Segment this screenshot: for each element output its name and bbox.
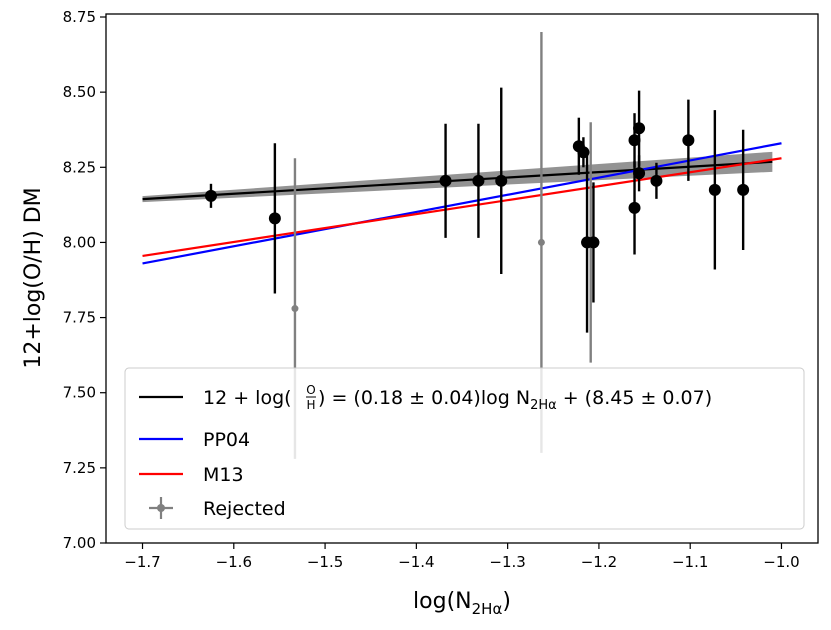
x-tick-label: −1.1 — [672, 553, 708, 571]
y-ticks-layer: 7.00 7.25 7.50 7.75 8.00 8.25 8.50 8.75 — [63, 8, 106, 552]
y-tick-label: 7.75 — [63, 309, 96, 327]
legend-fit-suffix: + (8.45 ± 0.07) — [557, 387, 712, 409]
x-axis-label-end: ) — [502, 589, 511, 614]
legend-rejected-label: Rejected — [203, 498, 286, 520]
data-point — [633, 167, 646, 180]
pp04-line — [142, 142, 782, 265]
data-point — [204, 189, 217, 202]
axes-frame — [105, 13, 819, 544]
legend-fit-sub: 2Hα — [530, 398, 557, 413]
y-tick-label: 8.25 — [63, 158, 96, 176]
x-axis-label-sub: 2Hα — [472, 600, 503, 618]
data-point — [633, 122, 646, 135]
data-point — [439, 174, 452, 187]
x-tick-label: −1.6 — [216, 553, 252, 571]
legend-fit-mid: ) = (0.18 ± 0.04)log N — [318, 387, 530, 409]
rejected-point — [537, 238, 545, 246]
data-point — [682, 134, 695, 147]
y-tick-label: 7.25 — [63, 459, 96, 477]
data-point — [650, 174, 663, 187]
x-axis-label-main: log(N — [413, 589, 472, 614]
y-tick-label: 7.00 — [63, 534, 96, 552]
y-tick-label: 8.75 — [63, 8, 96, 26]
y-tick-label: 7.50 — [63, 384, 96, 402]
x-tick-label: −1.5 — [307, 553, 343, 571]
x-tick-label: −1.0 — [763, 553, 799, 571]
fit-line — [142, 160, 773, 201]
legend-rejected-swatch — [149, 497, 173, 519]
data-point — [708, 183, 721, 196]
points-layer — [204, 87, 750, 333]
data-point — [268, 212, 281, 225]
legend-fit-label: 12 + log( — [203, 387, 292, 409]
data-point — [737, 183, 750, 196]
x-ticks-layer: −1.7 −1.6 −1.5 −1.4 −1.3 −1.2 −1.1 −1.0 — [124, 543, 800, 571]
data-point — [472, 174, 485, 187]
x-axis-label: log(N2Hα) — [413, 589, 511, 618]
x-tick-label: −1.7 — [124, 553, 160, 571]
y-tick-label: 8.00 — [63, 233, 96, 251]
legend-fit-label-rest: ) = (0.18 ± 0.04)log N2Hα + (8.45 ± 0.07… — [318, 387, 712, 413]
rejected-point — [291, 305, 299, 313]
lines-layer — [142, 142, 782, 265]
y-axis-label: 12+log(O/H) DM — [21, 187, 46, 368]
legend-pp04-label: PP04 — [203, 429, 250, 451]
x-tick-label: −1.4 — [398, 553, 434, 571]
legend-fit-fraction: O H — [306, 383, 316, 412]
legend-m13-label: M13 — [203, 464, 244, 486]
y-tick-label: 8.50 — [63, 83, 96, 101]
data-point — [587, 236, 600, 249]
x-tick-label: −1.2 — [581, 553, 617, 571]
legend-fit-frac-den: H — [306, 398, 315, 412]
m13-line — [142, 157, 782, 258]
data-point — [628, 134, 641, 147]
x-tick-label: −1.3 — [489, 553, 525, 571]
data-point — [495, 174, 508, 187]
legend-frame — [124, 367, 805, 530]
legend: 12 + log( O H ) = (0.18 ± 0.04)log N2Hα … — [124, 367, 805, 530]
data-point — [628, 201, 641, 214]
legend-fit-frac-num: O — [306, 383, 315, 397]
legend-fit-prefix: 12 + log( — [203, 387, 292, 409]
